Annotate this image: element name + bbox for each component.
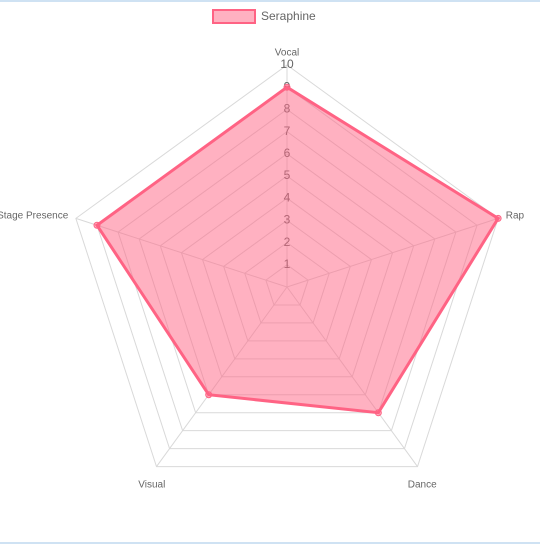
legend-swatch <box>212 9 256 24</box>
axis-label: Dance <box>408 480 437 491</box>
radar-area <box>94 85 501 415</box>
r-tick-label: 10 <box>280 57 294 71</box>
radar-point <box>283 83 291 91</box>
radar-point <box>374 409 382 417</box>
axis-label: Rap <box>506 211 525 222</box>
radar-point <box>494 214 502 222</box>
legend-label: Seraphine <box>261 9 316 23</box>
radar-point <box>205 391 213 399</box>
grid-line <box>75 64 499 468</box>
radar-point <box>93 221 101 229</box>
axis-label: Visual <box>138 480 165 491</box>
axis-label: Vocal <box>275 48 299 59</box>
axis-label: Stage Presence <box>0 211 69 222</box>
